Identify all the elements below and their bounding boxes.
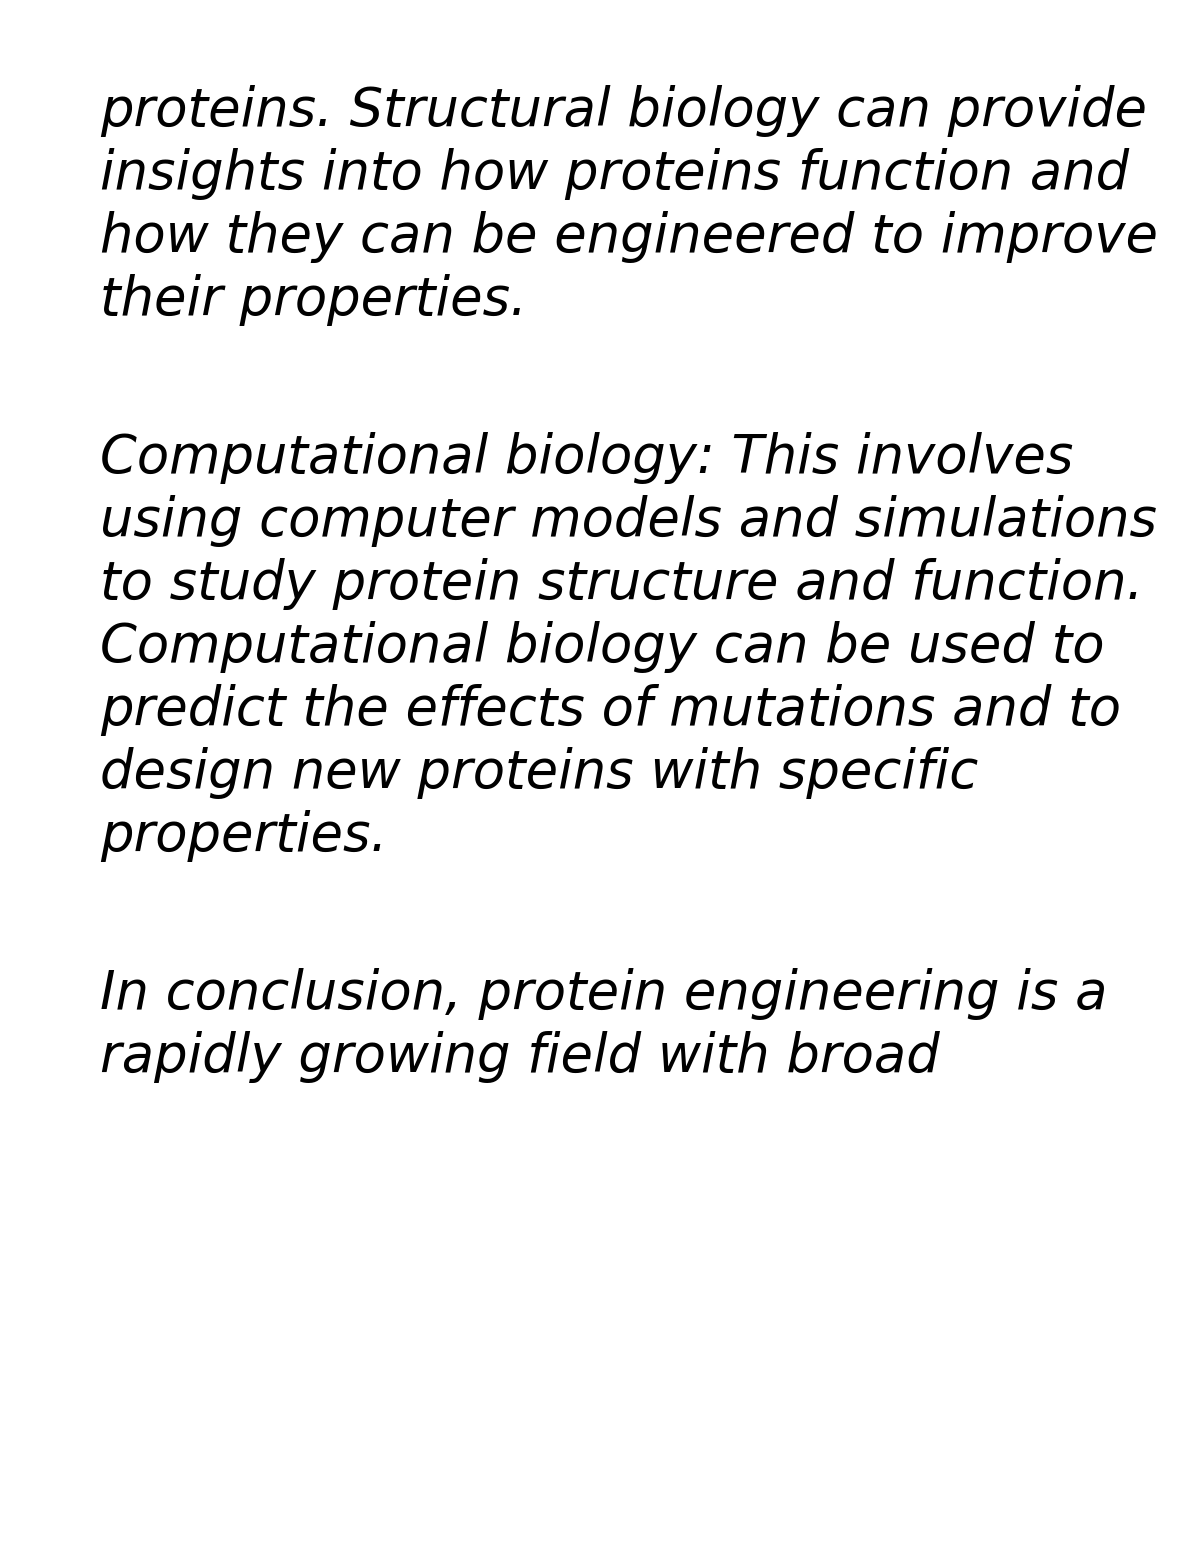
Text: how they can be engineered to improve: how they can be engineered to improve [100, 211, 1158, 262]
Text: properties.: properties. [100, 811, 388, 862]
Text: design new proteins with specific: design new proteins with specific [100, 747, 978, 798]
Text: rapidly growing field with broad: rapidly growing field with broad [100, 1031, 940, 1082]
Text: using computer models and simulations: using computer models and simulations [100, 495, 1157, 547]
Text: Computational biology: This involves: Computational biology: This involves [100, 432, 1073, 485]
Text: their properties.: their properties. [100, 273, 527, 326]
Text: to study protein structure and function.: to study protein structure and function. [100, 558, 1144, 610]
Text: predict the effects of mutations and to: predict the effects of mutations and to [100, 683, 1121, 736]
Text: In conclusion, protein engineering is a: In conclusion, protein engineering is a [100, 968, 1108, 1020]
Text: Computational biology can be used to: Computational biology can be used to [100, 621, 1104, 672]
Text: insights into how proteins function and: insights into how proteins function and [100, 148, 1129, 200]
Text: proteins. Structural biology can provide: proteins. Structural biology can provide [100, 85, 1147, 137]
